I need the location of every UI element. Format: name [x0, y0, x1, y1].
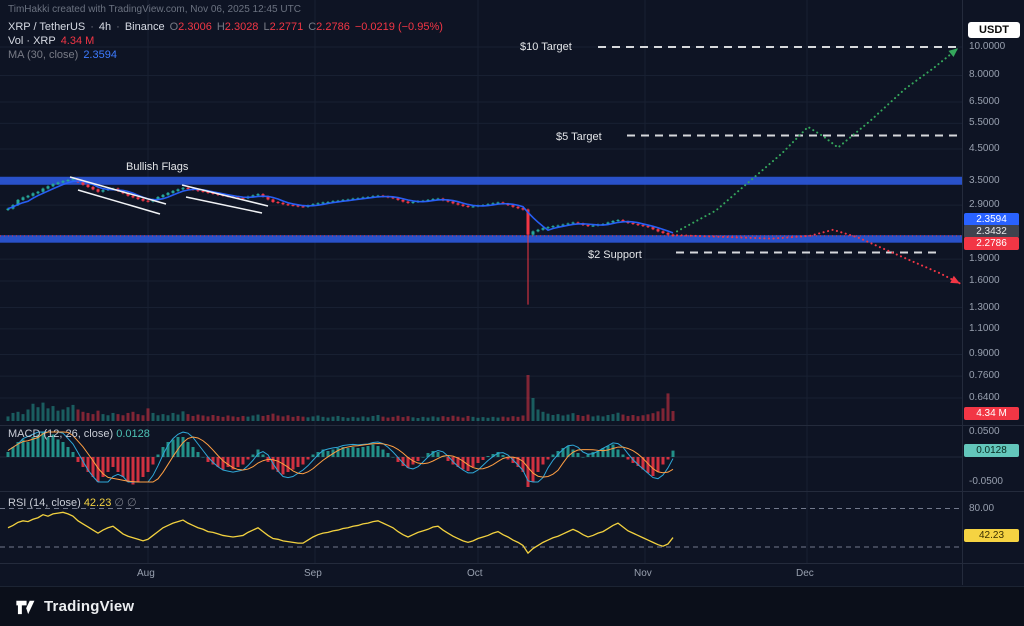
symbol-name[interactable]: XRP / TetherUS [8, 21, 86, 33]
exchange-label: Binance [124, 21, 165, 33]
low-value: 2.2771 [269, 21, 304, 33]
volume-value-badge: 4.34 M [964, 407, 1019, 420]
ma-value: 2.3594 [83, 49, 117, 61]
high-value: 2.3028 [224, 21, 259, 33]
macd-current-value: 0.0128 [116, 428, 150, 440]
support-2-annotation: $2 Support [588, 249, 642, 261]
legend-separator: · [116, 21, 120, 33]
secondary-price-badge: 2.3432 [964, 225, 1019, 238]
macd-title: MACD (12, 26, close) [8, 428, 114, 440]
footer-bar: TradingView [0, 586, 1024, 626]
target-5-annotation: $5 Target [556, 131, 602, 143]
rsi-current-value: 42.23 [83, 497, 112, 509]
rsi-legend: RSI (14, close) 42.23 ∅ ∅ [8, 496, 137, 509]
rsi-hidden-plots: ∅ ∅ [114, 497, 137, 509]
high-label: H [216, 21, 225, 33]
legend-separator: · [90, 21, 94, 33]
ma-label: MA (30, close) [8, 49, 79, 61]
volume-value: 4.34 M [60, 35, 95, 47]
attribution-text: TimHakki created with TradingView.com, N… [8, 4, 301, 15]
target-10-annotation: $10 Target [520, 41, 572, 53]
rsi-value-badge: 42.23 [964, 529, 1019, 542]
close-label: C [308, 21, 317, 33]
rsi-title: RSI (14, close) [8, 497, 81, 509]
interval-label[interactable]: 4h [98, 21, 112, 33]
symbol-legend-row: XRP / TetherUS · 4h · Binance O2.3006 H2… [8, 21, 443, 34]
change-value: −0.0219 (−0.95%) [354, 21, 443, 33]
blue-zone-band [0, 176, 962, 185]
volume-label: Vol · XRP [8, 35, 56, 47]
ma-legend-row: MA (30, close) 2.3594 [8, 49, 443, 62]
open-label: O [169, 21, 179, 33]
volume-legend-row: Vol · XRP 4.34 M [8, 35, 443, 48]
macd-value-badge: 0.0128 [964, 444, 1019, 457]
blue-zone-band [0, 235, 962, 243]
ma-price-badge: 2.3594 [964, 213, 1019, 226]
last-price-badge: 2.2786 [964, 237, 1019, 250]
open-value: 2.3006 [178, 21, 212, 33]
tradingview-logo-icon[interactable] [14, 596, 36, 618]
macd-legend: MACD (12, 26, close) 0.0128 [8, 428, 150, 440]
bullish-flags-annotation: Bullish Flags [126, 161, 189, 173]
close-value: 2.2786 [316, 21, 350, 33]
chart-legend: XRP / TetherUS · 4h · Binance O2.3006 H2… [8, 21, 443, 63]
tradingview-logo-text[interactable]: TradingView [44, 598, 135, 615]
currency-toggle-button[interactable]: USDT [968, 22, 1020, 38]
low-label: L [263, 21, 270, 33]
